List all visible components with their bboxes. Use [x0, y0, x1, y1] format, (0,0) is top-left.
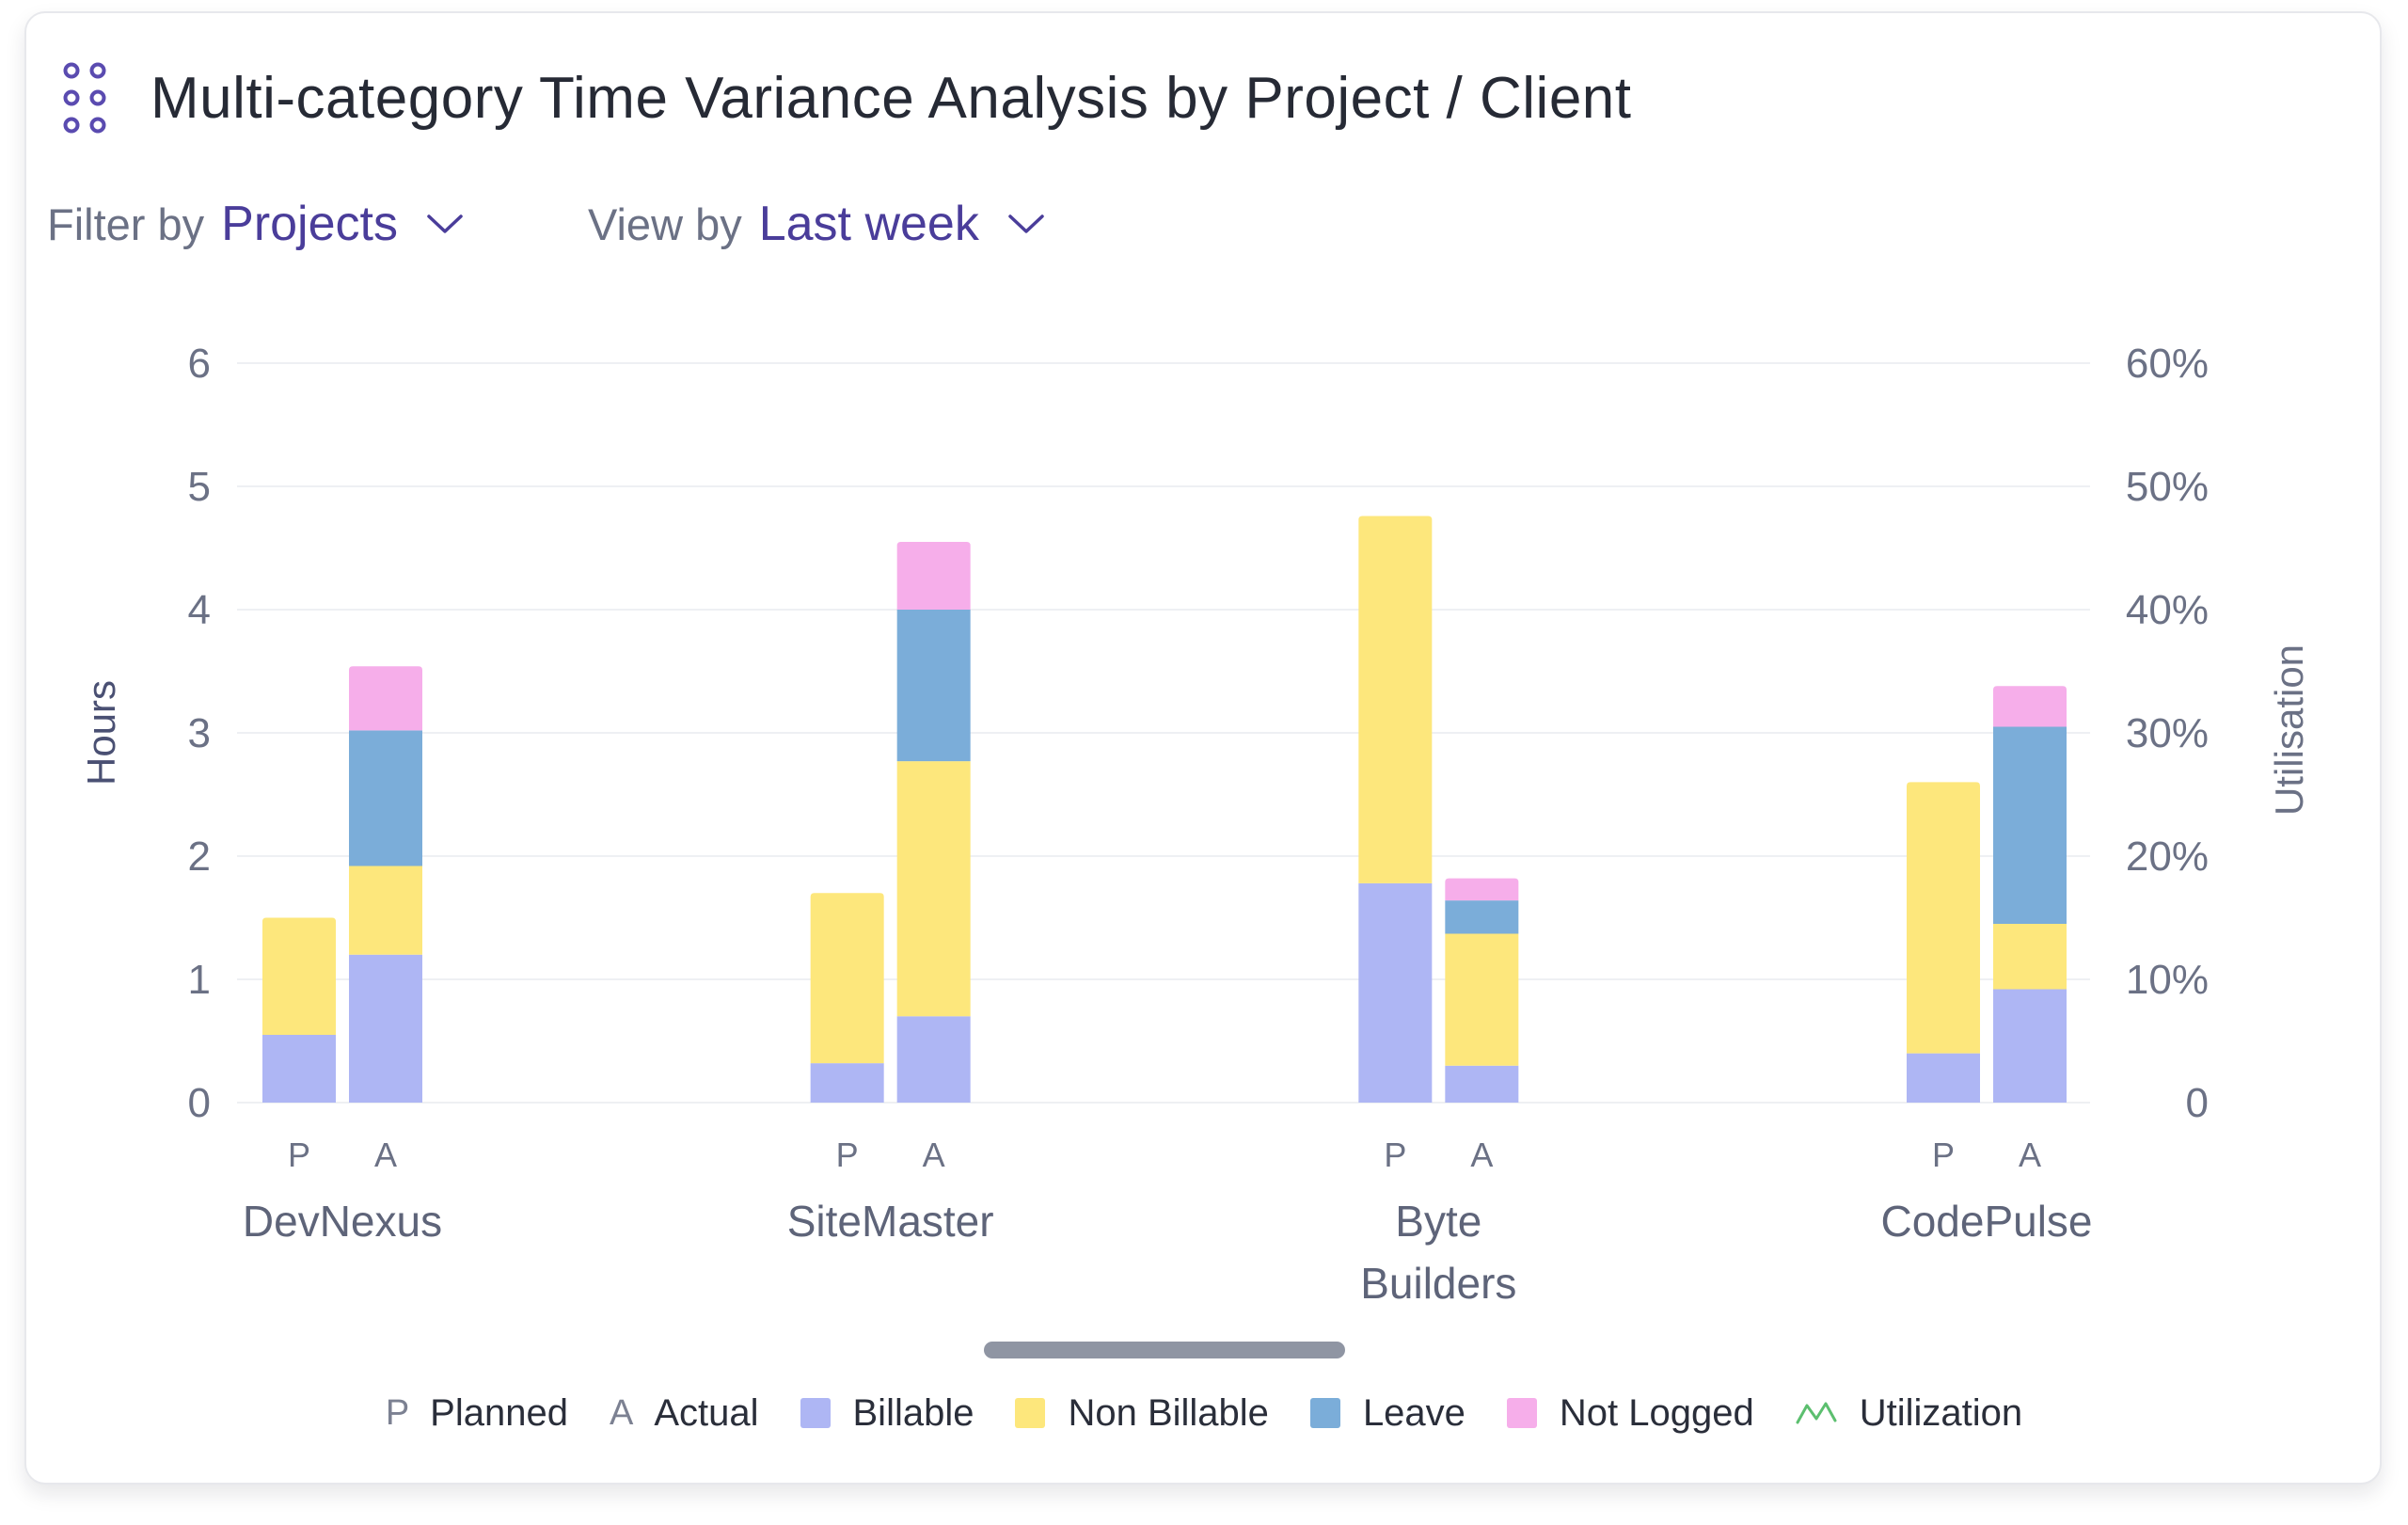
bar-non-billable-planned — [262, 917, 336, 1035]
y-tick-label: 3 — [188, 710, 211, 756]
billable-swatch — [800, 1398, 831, 1428]
category-label: Byte — [1395, 1197, 1481, 1246]
bar-non-billable-planned — [1907, 782, 1980, 1054]
category-label: DevNexus — [243, 1197, 442, 1246]
filter-bar: Filter by Projects View by Last week — [47, 184, 1045, 263]
category-label: SiteMaster — [787, 1197, 994, 1246]
legend-not-logged-label: Not Logged — [1559, 1391, 1754, 1434]
bar-not-logged-actual — [1445, 878, 1519, 901]
bar-billable-actual — [349, 954, 422, 1103]
legend-billable-label: Billable — [852, 1391, 974, 1434]
bar-leave-actual — [349, 730, 422, 866]
filter-by-label: Filter by — [47, 199, 205, 249]
bar-non-billable-planned — [810, 893, 884, 1064]
y2-tick-label: 60% — [2126, 341, 2209, 387]
bar-leave-actual — [1993, 726, 2067, 925]
horizontal-scrollbar[interactable] — [984, 1342, 1345, 1358]
bar-non-billable-actual — [1993, 924, 2067, 990]
y-axis-title: Hours — [79, 680, 123, 786]
legend-not-logged[interactable]: Not Logged — [1506, 1391, 1754, 1435]
chevron-down-icon — [1008, 214, 1044, 233]
y2-tick-label: 30% — [2126, 710, 2209, 756]
y-tick-label: 0 — [188, 1080, 211, 1126]
legend-non-billable[interactable]: Non Billable — [1015, 1391, 1269, 1435]
y-tick-label: 6 — [188, 341, 211, 387]
legend-planned[interactable]: P Planned — [386, 1392, 568, 1435]
category-label: Builders — [1360, 1259, 1516, 1308]
bar-non-billable-actual — [349, 866, 422, 955]
bar-billable-planned — [1358, 882, 1433, 1103]
chevron-down-icon — [427, 214, 463, 233]
bar-key-label: P — [1384, 1136, 1406, 1174]
bar-key-label: P — [836, 1136, 859, 1174]
category-label: CodePulse — [1880, 1197, 2092, 1246]
line-chart-icon — [1796, 1402, 1837, 1424]
view-by-dropdown[interactable]: View by Last week — [588, 196, 1045, 252]
y2-tick-label: 20% — [2126, 834, 2209, 880]
bar-billable-planned — [262, 1034, 336, 1103]
legend-actual-key: A — [609, 1392, 634, 1433]
legend-utilization-label: Utilization — [1859, 1391, 2023, 1434]
y2-tick-label: 40% — [2126, 587, 2209, 633]
legend-actual-label: Actual — [654, 1391, 759, 1434]
y-tick-label: 2 — [188, 834, 211, 880]
legend-planned-key: P — [385, 1392, 410, 1433]
bar-non-billable-planned — [1358, 516, 1433, 883]
y2-tick-label: 0 — [2186, 1080, 2209, 1126]
bar-leave-actual — [896, 610, 971, 762]
view-by-label: View by — [587, 199, 742, 249]
bar-billable-actual — [1993, 989, 2067, 1103]
non-billable-swatch — [1015, 1398, 1046, 1428]
bar-not-logged-actual — [349, 666, 422, 731]
leave-swatch — [1309, 1398, 1340, 1428]
bar-key-label: P — [1932, 1136, 1955, 1174]
drag-handle-icon[interactable] — [58, 57, 111, 138]
bar-non-billable-actual — [1445, 933, 1519, 1066]
bar-billable-actual — [1445, 1065, 1519, 1103]
bar-not-logged-actual — [896, 541, 971, 610]
filter-by-value: Projects — [221, 197, 398, 251]
bar-key-label: A — [1470, 1136, 1493, 1174]
legend-billable[interactable]: Billable — [800, 1392, 974, 1435]
view-by-value: Last week — [758, 197, 979, 251]
bar-key-label: A — [2019, 1136, 2041, 1174]
chart-title: Multi-category Time Variance Analysis by… — [150, 65, 1632, 131]
bar-billable-planned — [1907, 1053, 1980, 1103]
filter-by-dropdown[interactable]: Filter by Projects — [47, 196, 464, 252]
legend-actual[interactable]: A Actual — [610, 1392, 759, 1435]
legend-non-billable-label: Non Billable — [1068, 1391, 1269, 1434]
card-header: Multi-category Time Variance Analysis by… — [58, 41, 1632, 154]
bar-billable-planned — [810, 1063, 884, 1103]
bar-billable-actual — [896, 1016, 971, 1103]
bar-key-label: P — [288, 1136, 310, 1174]
legend-utilization[interactable]: Utilization — [1796, 1392, 2022, 1435]
chart-legend: P Planned A Actual Billable Non Billable… — [0, 1383, 2408, 1443]
y-tick-label: 5 — [188, 464, 211, 510]
bar-leave-actual — [1445, 900, 1519, 934]
bar-key-label: A — [374, 1136, 397, 1174]
legend-leave[interactable]: Leave — [1309, 1391, 1465, 1435]
y2-tick-label: 10% — [2126, 957, 2209, 1003]
bar-non-billable-actual — [896, 761, 971, 1017]
legend-planned-label: Planned — [430, 1391, 568, 1434]
bar-key-label: A — [923, 1136, 945, 1174]
y2-axis-title: Utilisation — [2267, 644, 2311, 816]
y-tick-label: 1 — [188, 957, 211, 1003]
not-logged-swatch — [1506, 1398, 1537, 1428]
bar-not-logged-actual — [1993, 686, 2067, 727]
y-tick-label: 4 — [188, 587, 211, 633]
y2-tick-label: 50% — [2126, 464, 2209, 510]
legend-leave-label: Leave — [1362, 1391, 1465, 1434]
